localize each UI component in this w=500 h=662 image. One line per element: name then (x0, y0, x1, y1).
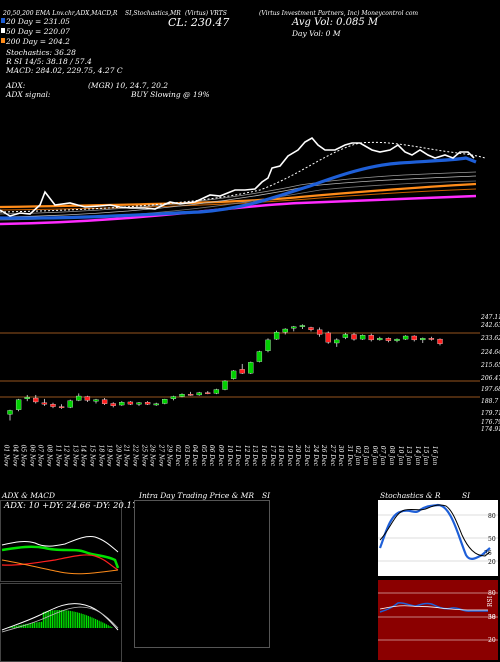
rsi-text: RSI (487, 596, 494, 607)
rsi-signal-line (380, 606, 488, 610)
rsi-value: 38 (488, 614, 496, 621)
rsi-axis-label: 20 (488, 637, 496, 644)
